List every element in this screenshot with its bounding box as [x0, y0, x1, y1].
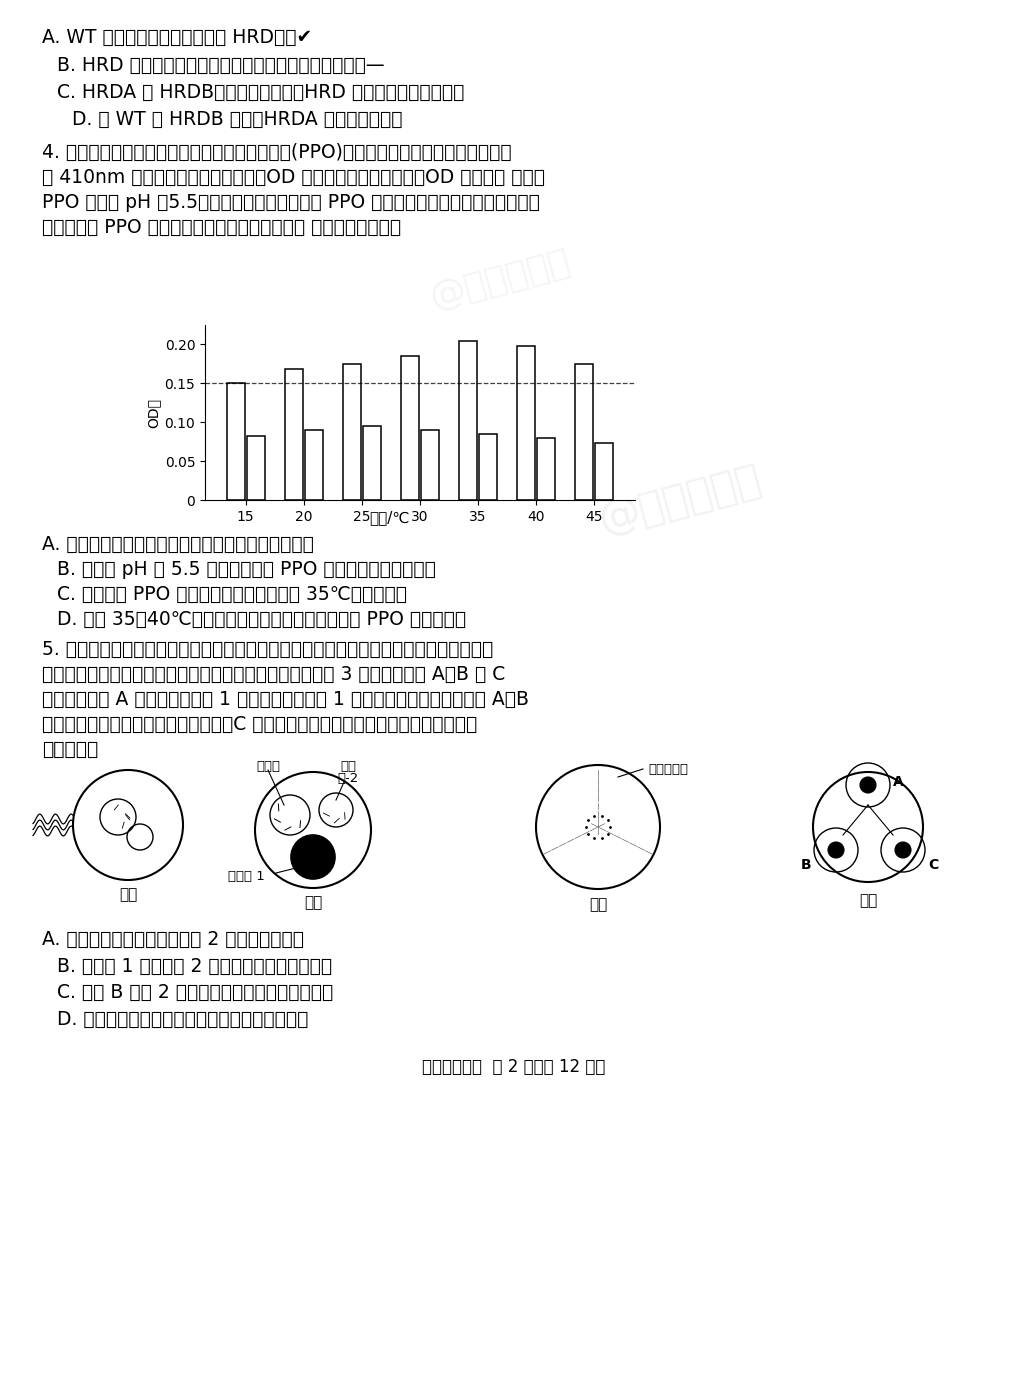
Text: B: B — [801, 857, 811, 871]
Text: 雄原核 1: 雄原核 1 — [227, 870, 264, 883]
Text: @高考直通车: @高考直通车 — [594, 458, 766, 541]
Text: A. 雄原核的每条染色体中含有 2 条姐妹染色单体: A. 雄原核的每条染色体中含有 2 条姐妹染色单体 — [42, 930, 304, 949]
Text: 图丙: 图丙 — [589, 896, 608, 912]
Bar — [342, 363, 361, 500]
Text: 在 410nm 可见光下有较高的吸光値（OD 値），且褐色物质越多，OD 値越高。 经测定: 在 410nm 可见光下有较高的吸光値（OD 値），且褐色物质越多，OD 値越高… — [42, 168, 545, 187]
Text: 雌原核: 雌原核 — [256, 760, 280, 773]
Y-axis label: OD値: OD値 — [146, 398, 160, 427]
Text: B. 应使用 pH 为 5.5 的缓冲液配制 PPO 提取液和邻苯二酚溶液: B. 应使用 pH 为 5.5 的缓冲液配制 PPO 提取液和邻苯二酚溶液 — [57, 560, 436, 579]
Circle shape — [291, 835, 335, 878]
Text: 图丁: 图丁 — [858, 894, 877, 908]
Text: A: A — [892, 775, 904, 789]
Text: 4. 丝瓜果肉中邻苯二酚等多类物质在多酚氧化酶(PPO)的催化下形成褐色物质，褐色物质: 4. 丝瓜果肉中邻苯二酚等多类物质在多酚氧化酶(PPO)的催化下形成褐色物质，褐… — [42, 143, 512, 161]
Circle shape — [895, 842, 911, 857]
Text: C: C — [928, 857, 939, 871]
Text: 5. 人类的两个精子同时与一个卵子结合形成的受精卵一般不能发育。在特殊情况下，这样: 5. 人类的两个精子同时与一个卵子结合形成的受精卵一般不能发育。在特殊情况下，这… — [42, 640, 493, 658]
Text: 探究温度对 PPO 活性的影响，实验结果如下图。 下列说法正确的是: 探究温度对 PPO 活性的影响，实验结果如下图。 下列说法正确的是 — [42, 219, 401, 237]
Bar — [304, 430, 323, 500]
Text: D. 顶体反应和卵细胞膜反应可有效避免图甲现象: D. 顶体反应和卵细胞膜反应可有效避免图甲现象 — [57, 1011, 308, 1029]
Bar — [401, 356, 419, 500]
Text: C. HRDA 和 HRDB植株的根细胞中，HRD 基因的表达水平不同，: C. HRDA 和 HRDB植株的根细胞中，HRD 基因的表达水平不同， — [57, 84, 465, 102]
Text: C. 丝瓜果肉 PPO 粗提液的制备和保存应在 35℃条件下进行: C. 丝瓜果肉 PPO 粗提液的制备和保存应在 35℃条件下进行 — [57, 585, 407, 604]
Text: B. 雄原核 1 和雄原核 2 中的染色体组成是相同的: B. 雄原核 1 和雄原核 2 中的染色体组成是相同的 — [57, 958, 332, 976]
Text: 核-2: 核-2 — [337, 773, 359, 785]
Text: A. WT 植株的叶肉细胞中都存在 HRD基因✔: A. WT 植株的叶肉细胞中都存在 HRD基因✔ — [42, 28, 313, 47]
Circle shape — [828, 842, 844, 857]
Bar — [595, 443, 614, 500]
Text: 法正确的是: 法正确的是 — [42, 741, 99, 759]
Bar — [479, 434, 498, 500]
Text: 的受精卵能夠恢复分裂能力，形成三极纺锔体并最终分裂成 3 个二倍体细胞 A、B 和 C: 的受精卵能夠恢复分裂能力，形成三极纺锔体并最终分裂成 3 个二倍体细胞 A、B … — [42, 665, 505, 683]
Text: C. 细胞 B 中的 2 个染色体组不可能都来自于父亲: C. 细胞 B 中的 2 个染色体组不可能都来自于父亲 — [57, 983, 333, 1002]
Text: A. 实验过程中应将酶和底物混合后在相应温度下保温: A. 实验过程中应将酶和底物混合后在相应温度下保温 — [42, 535, 314, 554]
Bar — [460, 341, 477, 500]
Text: 图甲: 图甲 — [119, 887, 137, 902]
Text: 细胞继续发育形成了一对双胞胎姐弟，C 细胞因不含有母方染色体而发育失败。下列说: 细胞继续发育形成了一对双胞胎姐弟，C 细胞因不含有母方染色体而发育失败。下列说 — [42, 715, 477, 734]
Bar — [226, 383, 245, 500]
Text: （如图）。若 A 细胞的染色体由 1 个父方染色体组和 1 个母方染色体组组成，并且 A、B: （如图）。若 A 细胞的染色体由 1 个父方染色体组和 1 个母方染色体组组成，… — [42, 690, 529, 709]
Bar — [247, 436, 265, 500]
Circle shape — [860, 777, 876, 793]
Bar — [517, 347, 536, 500]
Bar — [576, 363, 593, 500]
Text: PPO 的最适 pH 为5.5。科学家利用丝瓜果肉的 PPO 粗提液、邻苯二酚、必要的仪器等: PPO 的最适 pH 为5.5。科学家利用丝瓜果肉的 PPO 粗提液、邻苯二酚、… — [42, 193, 540, 212]
Text: @高考直通车: @高考直通车 — [426, 245, 574, 315]
Bar — [537, 437, 555, 500]
Text: 图乙: 图乙 — [304, 895, 322, 910]
Text: 三极纺锔体: 三极纺锔体 — [648, 763, 688, 775]
Text: B. HRD 基因只有促进根细胞生长和调节气孔大小的功能—: B. HRD 基因只有促进根细胞生长和调节气孔大小的功能— — [57, 56, 384, 75]
Text: D. 与 WT 和 HRDB 相比，HRDA 更适应干旱环境: D. 与 WT 和 HRDB 相比，HRDA 更适应干旱环境 — [72, 110, 403, 129]
Text: 温度/℃: 温度/℃ — [370, 509, 410, 525]
Bar — [420, 430, 439, 500]
Bar — [363, 426, 381, 500]
Bar — [285, 369, 303, 500]
Text: 雄原: 雄原 — [340, 760, 356, 773]
Text: D. 可在 35～40℃间设置温度梯度实验以更精确测定 PPO 的最适温度: D. 可在 35～40℃间设置温度梯度实验以更精确测定 PPO 的最适温度 — [57, 610, 466, 629]
Text: 高三生物试题  第 2 页（共 12 页）: 高三生物试题 第 2 页（共 12 页） — [423, 1058, 605, 1076]
